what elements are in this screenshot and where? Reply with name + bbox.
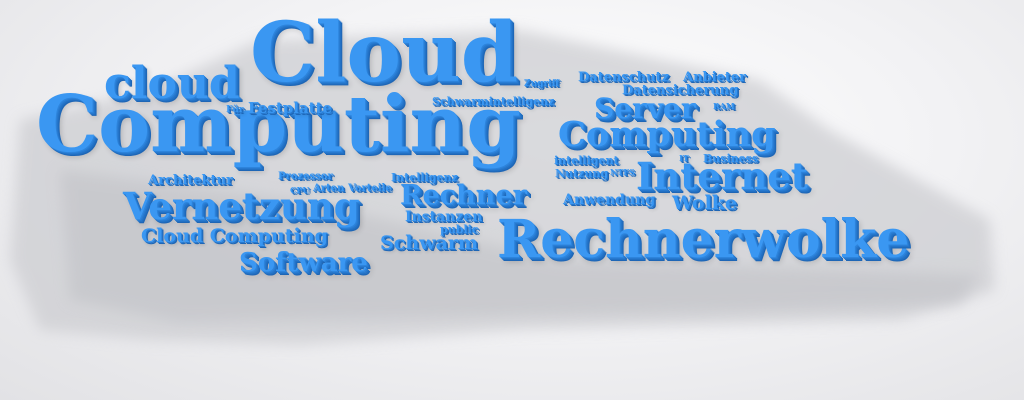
word-zugriff: Zugriff <box>524 79 559 89</box>
word-anwendung: Anwendung <box>563 192 656 208</box>
word-rechnerwolke: Rechnerwolke <box>497 209 910 270</box>
word-it: IT <box>679 153 689 163</box>
word-public: public <box>440 223 479 236</box>
word-vernetzung: Vernetzung <box>123 184 360 228</box>
word-vorteile: Vorteile <box>348 183 392 194</box>
word-cloud-big: Cloud <box>250 5 519 101</box>
word-fur: Für <box>226 105 244 115</box>
word-wolke: Wolke <box>672 192 737 214</box>
word-datensicherung: Datensicherung <box>622 83 739 98</box>
word-rechner: Rechner <box>400 180 527 211</box>
word-instanzen: Instanzen <box>405 209 483 225</box>
word-cloud-computing: Cloud Computing <box>141 225 328 247</box>
word-datenschutz: Datenschutz <box>578 70 669 85</box>
word-cloud-small: cloud <box>104 58 240 109</box>
word-schwarmintelligenz: Schwarmintelligenz <box>432 95 555 108</box>
word-server: Server <box>594 92 696 125</box>
word-anbieter: Anbieter <box>683 70 746 85</box>
word-business: Business <box>703 152 759 165</box>
word-arten: Arten <box>313 183 345 194</box>
word-internet: Internet <box>636 154 808 198</box>
word-ram: RAM <box>713 101 735 111</box>
word-prozessor: Prozessor <box>278 171 333 182</box>
word-software: Software <box>239 248 368 278</box>
word-intelligenz: Intelligenz <box>391 171 458 184</box>
word-schwarm: Schwarm <box>380 232 478 254</box>
word-cpu: CPU <box>290 185 310 195</box>
word-computing-medium: Computing <box>558 114 776 155</box>
word-ntfs: NTFS <box>610 167 635 177</box>
word-intelligent: intelligent <box>554 154 619 167</box>
word-computing-big: Computing <box>36 79 521 170</box>
word-architektur: Architektur <box>148 173 233 188</box>
word-festplatte: Festplatte <box>248 99 333 117</box>
word-nutzung: Nutzung <box>555 167 609 180</box>
